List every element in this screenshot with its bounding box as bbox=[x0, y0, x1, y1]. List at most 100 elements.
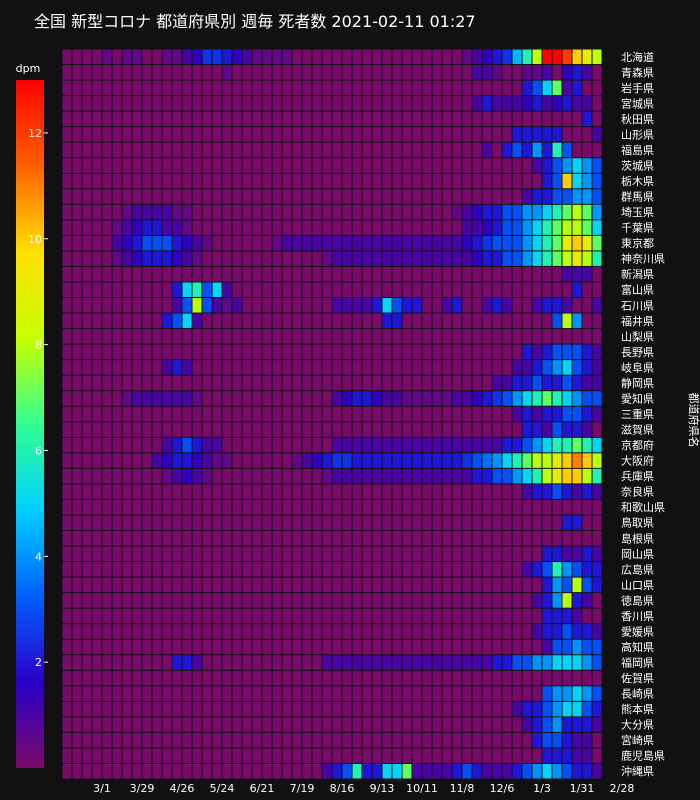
heatmap-cell bbox=[452, 686, 462, 701]
heatmap-cell bbox=[182, 251, 192, 266]
heatmap-cell bbox=[432, 484, 442, 499]
heatmap-cell bbox=[222, 530, 232, 546]
heatmap-cell bbox=[122, 624, 132, 639]
heatmap-cell bbox=[452, 173, 462, 189]
heatmap-cell bbox=[272, 189, 282, 204]
heatmap-cell bbox=[222, 562, 232, 577]
heatmap-cell bbox=[82, 732, 92, 748]
heatmap-cell bbox=[442, 608, 452, 624]
heatmap-cell bbox=[162, 670, 172, 686]
heatmap-cell bbox=[372, 530, 382, 546]
heatmap-cell bbox=[292, 655, 302, 670]
heatmap-cell bbox=[532, 96, 542, 111]
heatmap-cell bbox=[572, 65, 582, 80]
heatmap-cell bbox=[352, 375, 362, 391]
heatmap-cell bbox=[332, 546, 342, 562]
heatmap-cell bbox=[442, 763, 452, 779]
heatmap-cell bbox=[402, 391, 412, 406]
heatmap-cell bbox=[202, 748, 212, 763]
heatmap-cell bbox=[372, 80, 382, 96]
heatmap-cell bbox=[322, 763, 332, 779]
heatmap-cell bbox=[242, 717, 252, 732]
heatmap-cell bbox=[332, 329, 342, 344]
heatmap-cell bbox=[122, 546, 132, 562]
heatmap-cell bbox=[382, 530, 392, 546]
heatmap-cell bbox=[232, 96, 242, 111]
heatmap-cell bbox=[472, 49, 482, 65]
heatmap-cell bbox=[472, 562, 482, 577]
heatmap-cell bbox=[252, 546, 262, 562]
heatmap-cell bbox=[352, 732, 362, 748]
heatmap-cell bbox=[82, 763, 92, 779]
heatmap-cell bbox=[262, 111, 272, 127]
heatmap-cell bbox=[102, 298, 112, 313]
heatmap-cell bbox=[242, 701, 252, 717]
heatmap-cell bbox=[342, 375, 352, 391]
heatmap-cell bbox=[472, 173, 482, 189]
heatmap-cell bbox=[562, 406, 572, 422]
heatmap-cell bbox=[402, 639, 412, 655]
prefecture-label: 熊本県 bbox=[621, 702, 654, 716]
heatmap-cell bbox=[352, 624, 362, 639]
heatmap-cell bbox=[332, 65, 342, 80]
heatmap-cell bbox=[482, 251, 492, 266]
heatmap-cell bbox=[482, 499, 492, 515]
heatmap-cell bbox=[162, 686, 172, 701]
heatmap-cell bbox=[102, 686, 112, 701]
heatmap-cell bbox=[292, 158, 302, 173]
heatmap-cell bbox=[512, 422, 522, 437]
heatmap-cell bbox=[482, 717, 492, 732]
heatmap-cell bbox=[212, 298, 222, 313]
heatmap-cell bbox=[312, 235, 322, 251]
heatmap-cell bbox=[402, 282, 412, 298]
heatmap-cell bbox=[412, 608, 422, 624]
heatmap-cell bbox=[502, 593, 512, 608]
heatmap-cell bbox=[112, 313, 122, 329]
heatmap-cell bbox=[242, 158, 252, 173]
heatmap-cell bbox=[132, 608, 142, 624]
heatmap-cell bbox=[542, 499, 552, 515]
heatmap-cell bbox=[362, 593, 372, 608]
heatmap-cell bbox=[212, 251, 222, 266]
heatmap-cell bbox=[442, 329, 452, 344]
heatmap-cell bbox=[512, 235, 522, 251]
heatmap-cell bbox=[152, 593, 162, 608]
heatmap-cell bbox=[542, 732, 552, 748]
heatmap-cell bbox=[132, 484, 142, 499]
heatmap-cell bbox=[552, 624, 562, 639]
heatmap-cell bbox=[432, 298, 442, 313]
heatmap-cell bbox=[92, 360, 102, 375]
heatmap-cell bbox=[222, 515, 232, 530]
heatmap-cell bbox=[372, 49, 382, 65]
heatmap-cell bbox=[492, 530, 502, 546]
heatmap-cell bbox=[82, 406, 92, 422]
heatmap-cell bbox=[312, 375, 322, 391]
heatmap-cell bbox=[562, 655, 572, 670]
heatmap-cell bbox=[342, 468, 352, 484]
heatmap-cell bbox=[442, 127, 452, 142]
heatmap-cell bbox=[142, 235, 152, 251]
heatmap-cell bbox=[412, 437, 422, 453]
heatmap-cell bbox=[552, 608, 562, 624]
heatmap-cell bbox=[422, 65, 432, 80]
heatmap-cell bbox=[172, 437, 182, 453]
heatmap-cell bbox=[502, 158, 512, 173]
heatmap-cell bbox=[202, 422, 212, 437]
heatmap-cell bbox=[552, 158, 562, 173]
heatmap-cell bbox=[172, 717, 182, 732]
heatmap-cell bbox=[222, 422, 232, 437]
heatmap-cell bbox=[222, 298, 232, 313]
heatmap-cell bbox=[152, 142, 162, 158]
heatmap-cell bbox=[132, 360, 142, 375]
heatmap-cell bbox=[162, 329, 172, 344]
heatmap-cell bbox=[532, 701, 542, 717]
heatmap-cell bbox=[542, 313, 552, 329]
heatmap-cell bbox=[102, 468, 112, 484]
heatmap-cell bbox=[202, 127, 212, 142]
heatmap-cell bbox=[412, 562, 422, 577]
heatmap-cell bbox=[162, 80, 172, 96]
heatmap-cell bbox=[302, 313, 312, 329]
heatmap-cell bbox=[142, 608, 152, 624]
heatmap-cell bbox=[412, 686, 422, 701]
heatmap-cell bbox=[322, 391, 332, 406]
